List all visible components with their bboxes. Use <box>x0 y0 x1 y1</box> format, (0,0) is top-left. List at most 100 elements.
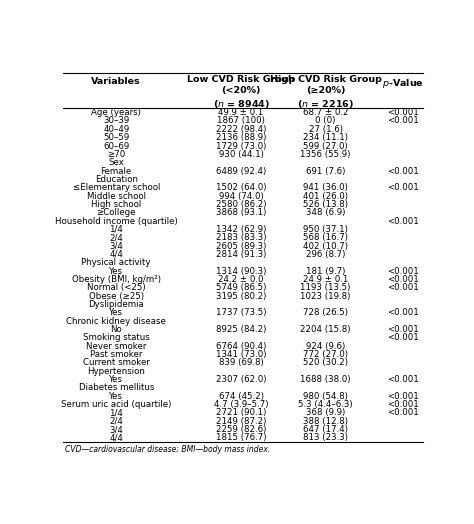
Text: 674 (45.2): 674 (45.2) <box>219 392 264 401</box>
Text: ≤Elementary school: ≤Elementary school <box>73 183 160 192</box>
Text: 1356 (55.9): 1356 (55.9) <box>301 150 351 159</box>
Text: <0.001: <0.001 <box>387 333 419 342</box>
Text: 348 (6.9): 348 (6.9) <box>306 208 345 217</box>
Text: 3195 (80.2): 3195 (80.2) <box>216 292 266 301</box>
Text: 296 (8.7): 296 (8.7) <box>306 250 345 259</box>
Text: ≥70: ≥70 <box>107 150 125 159</box>
Text: 40–49: 40–49 <box>103 125 129 134</box>
Text: 3/4: 3/4 <box>109 425 123 434</box>
Text: 0 (0): 0 (0) <box>315 116 336 125</box>
Text: 1341 (73.0): 1341 (73.0) <box>216 350 266 359</box>
Text: Smoking status: Smoking status <box>83 333 150 342</box>
Text: 2605 (89.3): 2605 (89.3) <box>216 242 266 250</box>
Text: 1/4: 1/4 <box>109 408 123 418</box>
Text: 368 (9.9): 368 (9.9) <box>306 408 345 418</box>
Text: 6764 (90.4): 6764 (90.4) <box>216 342 266 351</box>
Text: <0.001: <0.001 <box>387 392 419 401</box>
Text: High school: High school <box>91 200 141 209</box>
Text: 8925 (84.2): 8925 (84.2) <box>216 325 266 334</box>
Text: <0.001: <0.001 <box>387 275 419 284</box>
Text: 941 (36.0): 941 (36.0) <box>303 183 348 192</box>
Text: 3/4: 3/4 <box>109 242 123 250</box>
Text: 1688 (38.0): 1688 (38.0) <box>301 375 351 384</box>
Text: 50–59: 50–59 <box>103 133 129 142</box>
Text: Education: Education <box>95 175 137 184</box>
Text: 5749 (86.5): 5749 (86.5) <box>216 283 266 292</box>
Text: <0.001: <0.001 <box>387 167 419 176</box>
Text: High CVD Risk Group
(≥20%)
($n$ = 2216): High CVD Risk Group (≥20%) ($n$ = 2216) <box>270 75 382 110</box>
Text: <0.001: <0.001 <box>387 183 419 192</box>
Text: Yes: Yes <box>109 308 123 318</box>
Text: Female: Female <box>100 167 132 176</box>
Text: 839 (69.8): 839 (69.8) <box>219 358 264 367</box>
Text: <0.001: <0.001 <box>387 375 419 384</box>
Text: 2721 (90.1): 2721 (90.1) <box>216 408 266 418</box>
Text: Middle school: Middle school <box>87 192 146 201</box>
Text: Obese (≥25): Obese (≥25) <box>89 292 144 301</box>
Text: Sex: Sex <box>108 158 124 167</box>
Text: 994 (74.0): 994 (74.0) <box>219 192 264 201</box>
Text: 2/4: 2/4 <box>109 417 123 426</box>
Text: 1867 (100): 1867 (100) <box>217 116 265 125</box>
Text: 2259 (82.6): 2259 (82.6) <box>216 425 266 434</box>
Text: Yes: Yes <box>109 375 123 384</box>
Text: 234 (11.1): 234 (11.1) <box>303 133 348 142</box>
Text: Current smoker: Current smoker <box>83 358 150 367</box>
Text: <0.001: <0.001 <box>387 325 419 334</box>
Text: Age (years): Age (years) <box>91 108 141 117</box>
Text: 772 (27.0): 772 (27.0) <box>303 350 348 359</box>
Text: 1502 (64.0): 1502 (64.0) <box>216 183 266 192</box>
Text: <0.001: <0.001 <box>387 400 419 409</box>
Text: <0.001: <0.001 <box>387 116 419 125</box>
Text: 5.3 (4.4–6.3): 5.3 (4.4–6.3) <box>298 400 353 409</box>
Text: 1815 (76.7): 1815 (76.7) <box>216 433 266 442</box>
Text: 4.7 (3.9–5.7): 4.7 (3.9–5.7) <box>214 400 268 409</box>
Text: 2204 (15.8): 2204 (15.8) <box>301 325 351 334</box>
Text: 2/4: 2/4 <box>109 233 123 242</box>
Text: 2136 (88.9): 2136 (88.9) <box>216 133 266 142</box>
Text: No: No <box>110 325 122 334</box>
Text: 181 (9.7): 181 (9.7) <box>306 267 345 276</box>
Text: Dyslipidemia: Dyslipidemia <box>88 300 144 309</box>
Text: <0.001: <0.001 <box>387 408 419 418</box>
Text: Hypertension: Hypertension <box>87 367 145 376</box>
Text: 6489 (92.4): 6489 (92.4) <box>216 167 266 176</box>
Text: 24.9 ± 0.1: 24.9 ± 0.1 <box>303 275 348 284</box>
Text: 68.7 ± 0.2: 68.7 ± 0.2 <box>303 108 348 117</box>
Text: 2183 (83.3): 2183 (83.3) <box>216 233 266 242</box>
Text: Physical activity: Physical activity <box>82 258 151 267</box>
Text: 402 (10.7): 402 (10.7) <box>303 242 348 250</box>
Text: 1/4: 1/4 <box>109 225 123 234</box>
Text: 950 (37.1): 950 (37.1) <box>303 225 348 234</box>
Text: <0.001: <0.001 <box>387 283 419 292</box>
Text: Low CVD Risk Group
(<20%)
($n$ = 8944): Low CVD Risk Group (<20%) ($n$ = 8944) <box>187 75 295 110</box>
Text: Past smoker: Past smoker <box>90 350 142 359</box>
Text: 813 (23.3): 813 (23.3) <box>303 433 348 442</box>
Text: 49.9 ± 0.1: 49.9 ± 0.1 <box>219 108 264 117</box>
Text: 3868 (93.1): 3868 (93.1) <box>216 208 266 217</box>
Text: 526 (13.8): 526 (13.8) <box>303 200 348 209</box>
Text: 691 (7.6): 691 (7.6) <box>306 167 345 176</box>
Text: <0.001: <0.001 <box>387 308 419 318</box>
Text: CVD—cardiovascular disease; BMI—body mass index.: CVD—cardiovascular disease; BMI—body mas… <box>65 445 270 454</box>
Text: Household income (quartile): Household income (quartile) <box>55 216 178 226</box>
Text: 2580 (86.2): 2580 (86.2) <box>216 200 266 209</box>
Text: 4/4: 4/4 <box>109 433 123 442</box>
Text: 2307 (62.0): 2307 (62.0) <box>216 375 266 384</box>
Text: Yes: Yes <box>109 267 123 276</box>
Text: Normal (<25): Normal (<25) <box>87 283 146 292</box>
Text: <0.001: <0.001 <box>387 216 419 226</box>
Text: Yes: Yes <box>109 392 123 401</box>
Text: 924 (9.6): 924 (9.6) <box>306 342 345 351</box>
Text: 647 (17.4): 647 (17.4) <box>303 425 348 434</box>
Text: 980 (54.8): 980 (54.8) <box>303 392 348 401</box>
Text: <0.001: <0.001 <box>387 267 419 276</box>
Text: 388 (12.8): 388 (12.8) <box>303 417 348 426</box>
Text: Variables: Variables <box>91 77 141 86</box>
Text: 1342 (62.9): 1342 (62.9) <box>216 225 266 234</box>
Text: 60–69: 60–69 <box>103 141 129 150</box>
Text: Chronic kidney disease: Chronic kidney disease <box>66 316 166 326</box>
Text: 27 (1.6): 27 (1.6) <box>309 125 343 134</box>
Text: Serum uric acid (quartile): Serum uric acid (quartile) <box>61 400 172 409</box>
Text: 2814 (91.3): 2814 (91.3) <box>216 250 266 259</box>
